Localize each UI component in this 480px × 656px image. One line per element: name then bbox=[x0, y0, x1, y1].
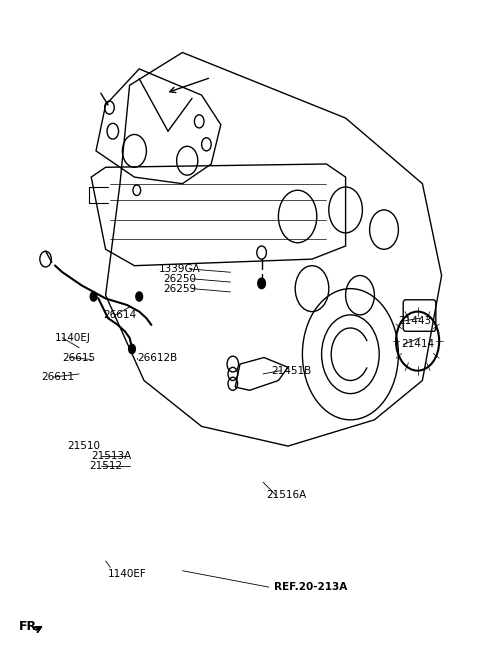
Text: FR.: FR. bbox=[19, 620, 42, 633]
Text: 1339GA: 1339GA bbox=[158, 264, 200, 274]
Text: 26612B: 26612B bbox=[137, 352, 177, 363]
Circle shape bbox=[258, 278, 265, 289]
Text: 21414: 21414 bbox=[401, 339, 434, 350]
Text: 21510: 21510 bbox=[67, 441, 100, 451]
Circle shape bbox=[90, 292, 97, 301]
Text: 26259: 26259 bbox=[163, 283, 196, 294]
Circle shape bbox=[129, 344, 135, 354]
Text: 21512: 21512 bbox=[89, 461, 122, 471]
Text: 1140EF: 1140EF bbox=[108, 569, 147, 579]
Text: 1140EJ: 1140EJ bbox=[55, 333, 91, 343]
Text: 21513A: 21513A bbox=[91, 451, 132, 461]
Text: 26614: 26614 bbox=[103, 310, 136, 320]
Text: 21451B: 21451B bbox=[271, 365, 312, 376]
Text: 21443: 21443 bbox=[398, 316, 432, 327]
Text: 26615: 26615 bbox=[62, 352, 96, 363]
Text: 26611: 26611 bbox=[41, 372, 74, 382]
Text: REF.20-213A: REF.20-213A bbox=[274, 582, 347, 592]
Text: 26250: 26250 bbox=[163, 274, 196, 284]
Circle shape bbox=[136, 292, 143, 301]
Text: 21516A: 21516A bbox=[266, 490, 307, 501]
